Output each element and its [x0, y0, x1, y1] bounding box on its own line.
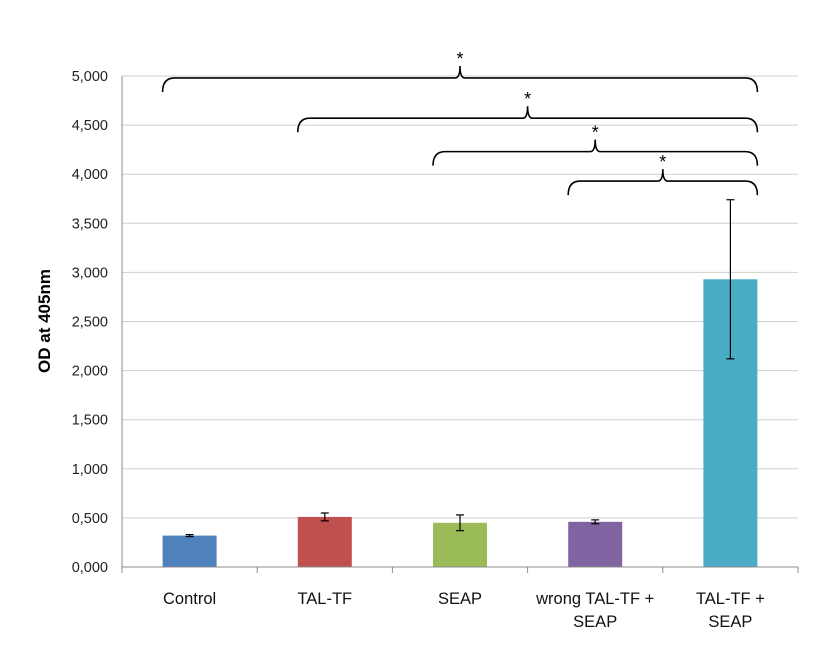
significance-brackets: * * * * — [161, 49, 759, 196]
error-bar — [320, 512, 329, 522]
axes — [121, 76, 799, 573]
significance-bracket — [432, 139, 759, 166]
category-label: Control — [163, 590, 216, 608]
significance-marker: * — [659, 152, 666, 172]
category-label: TAL-TF — [297, 590, 352, 608]
significance-marker: * — [524, 89, 531, 109]
category-label: SEAP — [438, 590, 482, 608]
error-bars — [185, 199, 735, 538]
category-label: wrong TAL-TF + — [535, 590, 654, 608]
y-tick-label: 2,500 — [72, 315, 108, 331]
significance-bracket — [297, 106, 759, 133]
y-tick-label: 1,000 — [72, 462, 108, 478]
significance-bracket — [161, 65, 759, 92]
significance-marker: * — [592, 123, 599, 143]
error-bar — [185, 533, 194, 538]
category-labels: Control TAL-TF SEAP wrong TAL-TF + SEAP TAL-T… — [163, 590, 765, 631]
bar — [162, 535, 217, 567]
category-label: TAL-TF + — [696, 590, 765, 608]
error-bar — [456, 514, 464, 532]
y-tick-label: 4,500 — [72, 118, 108, 134]
y-tick-label: 0,500 — [72, 511, 108, 527]
y-tick-label: 5,000 — [72, 69, 108, 85]
y-tick-label: 0,000 — [72, 560, 108, 576]
error-bar — [591, 519, 600, 525]
bar — [297, 516, 352, 567]
error-bar — [726, 199, 735, 360]
y-tick-label: 1,500 — [72, 413, 108, 429]
significance-bracket — [567, 169, 759, 196]
category-label: SEAP — [708, 613, 752, 631]
y-tick-label: 4,000 — [72, 167, 108, 183]
y-tick-labels: 0,000 0,500 1,000 1,500 2,000 2,500 3,000 3,500… — [72, 69, 108, 576]
significance-marker: * — [456, 49, 463, 69]
y-tick-label: 2,000 — [72, 364, 108, 380]
y-tick-label: 3,000 — [72, 265, 108, 281]
y-tick-label: 3,500 — [72, 216, 108, 232]
y-axis-label: OD at 405nm — [35, 269, 54, 373]
category-label: SEAP — [573, 613, 617, 631]
bar — [568, 521, 623, 567]
gridlines — [122, 75, 798, 519]
